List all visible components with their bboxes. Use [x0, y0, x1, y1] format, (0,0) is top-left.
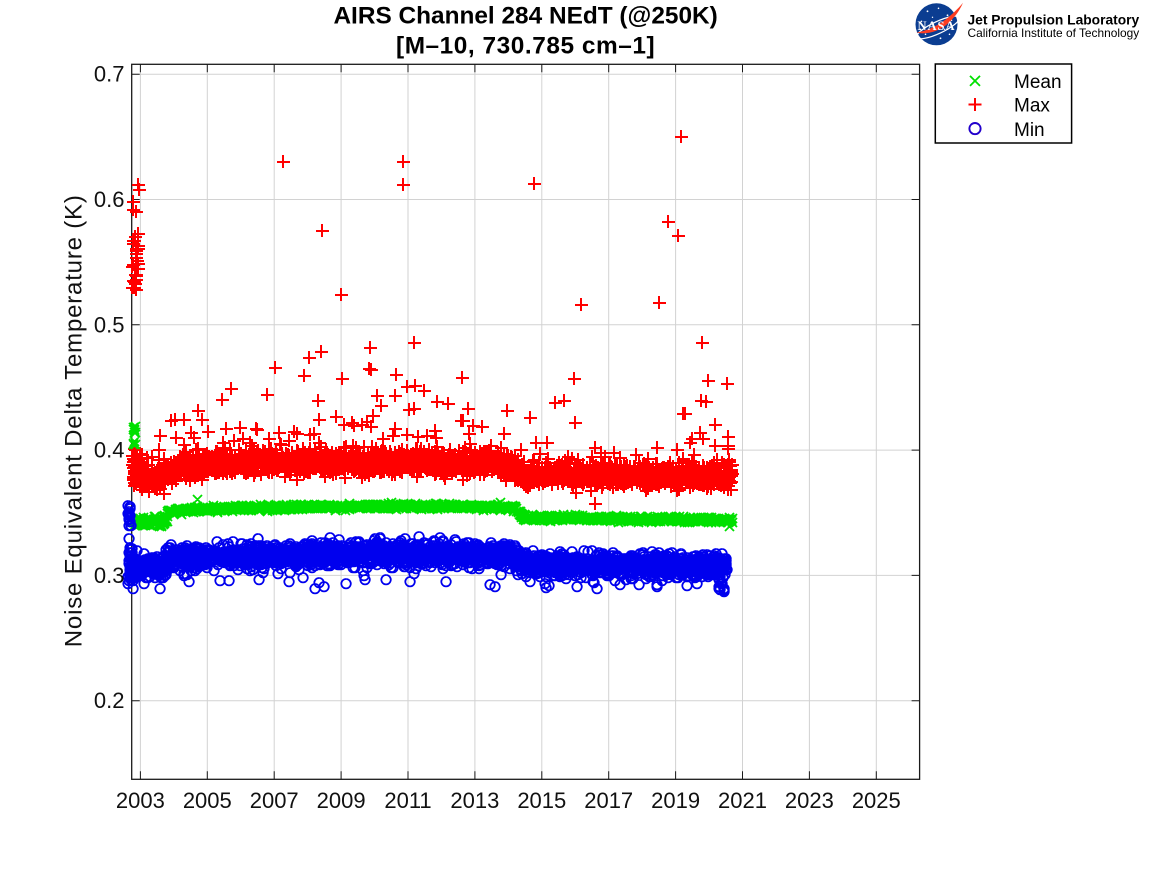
- svg-text:2017: 2017: [584, 788, 633, 813]
- svg-text:Mean: Mean: [1014, 72, 1062, 93]
- svg-text:0.3: 0.3: [94, 563, 125, 588]
- svg-text:AIRS Channel 284 NEdT (@250K): AIRS Channel 284 NEdT (@250K): [333, 3, 717, 30]
- svg-text:2003: 2003: [116, 788, 165, 813]
- svg-text:2005: 2005: [183, 788, 232, 813]
- svg-text:2015: 2015: [517, 788, 566, 813]
- svg-text:Min: Min: [1014, 120, 1045, 141]
- svg-text:NASA: NASA: [917, 19, 955, 33]
- svg-text:0.6: 0.6: [94, 187, 125, 212]
- svg-text:2025: 2025: [852, 788, 901, 813]
- svg-text:California Institute of Techno: California Institute of Technology: [968, 26, 1140, 40]
- svg-text:0.7: 0.7: [94, 62, 125, 87]
- svg-text:[M–10, 730.785 cm–1]: [M–10, 730.785 cm–1]: [396, 33, 655, 60]
- svg-text:2013: 2013: [450, 788, 499, 813]
- svg-text:2009: 2009: [317, 788, 366, 813]
- svg-text:2023: 2023: [785, 788, 834, 813]
- svg-text:0.2: 0.2: [94, 688, 125, 713]
- svg-text:2021: 2021: [718, 788, 767, 813]
- svg-text:0.4: 0.4: [94, 438, 125, 463]
- svg-text:Noise Equivalent Delta Tempera: Noise Equivalent Delta Temperature (K): [61, 194, 88, 647]
- svg-text:Max: Max: [1014, 96, 1050, 117]
- svg-text:Jet Propulsion Laboratory: Jet Propulsion Laboratory: [968, 13, 1140, 28]
- svg-text:2007: 2007: [250, 788, 299, 813]
- svg-text:2019: 2019: [651, 788, 700, 813]
- svg-text:0.5: 0.5: [94, 312, 125, 337]
- svg-text:2011: 2011: [384, 788, 431, 813]
